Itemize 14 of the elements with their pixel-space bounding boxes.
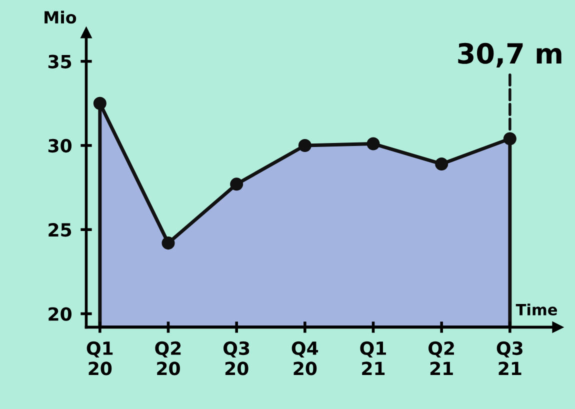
y-tick-label: 25 [48, 223, 72, 237]
x-tick-label: Q2 20 [155, 341, 181, 376]
x-tick-label: Q3 21 [496, 341, 522, 376]
y-axis-title: Mio [44, 10, 76, 24]
y-tick-label: 35 [48, 54, 72, 68]
x-tick-label: Q1 20 [86, 341, 113, 376]
y-tick-label: 20 [48, 307, 72, 321]
y-tick-label: 30 [48, 138, 72, 153]
annotation: 30,7 m [458, 42, 562, 68]
x-tick-label: Q4 20 [292, 341, 318, 376]
x-tick-label: Q2 21 [428, 341, 454, 376]
x-tick-label: Q1 21 [360, 341, 386, 376]
x-axis-title: Time [516, 304, 558, 316]
x-tick-label: Q3 20 [224, 341, 250, 376]
